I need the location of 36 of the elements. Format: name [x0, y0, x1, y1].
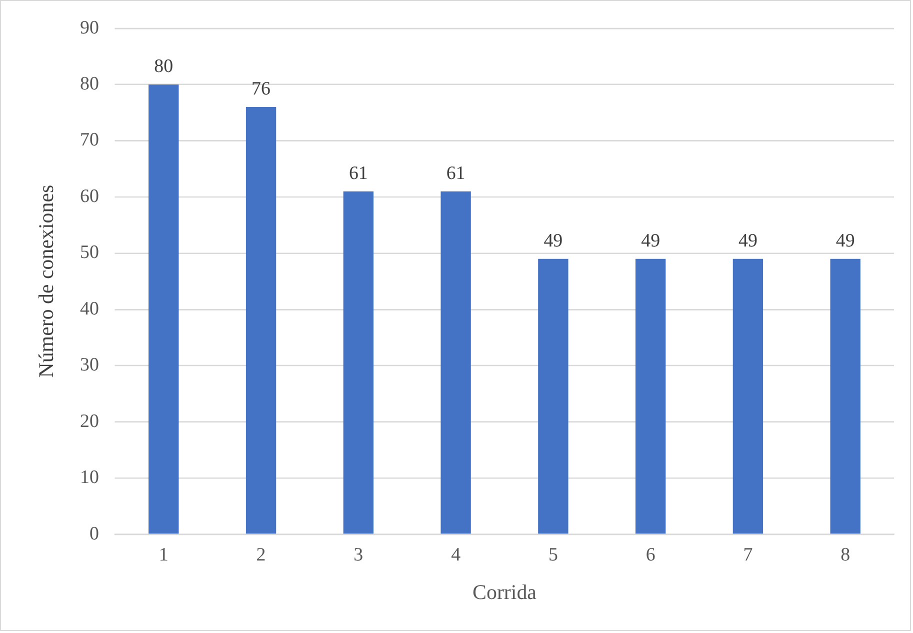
x-tick-label: 1 — [158, 544, 168, 566]
y-tick-label: 40 — [80, 298, 99, 320]
x-tick-label: 3 — [354, 544, 364, 566]
x-tick-label: 7 — [743, 544, 753, 566]
x-tick-label: 4 — [451, 544, 462, 566]
bar — [732, 258, 764, 534]
data-label: 49 — [544, 230, 563, 252]
y-tick-label: 20 — [80, 410, 99, 432]
y-tick-label: 80 — [80, 74, 99, 94]
y-tick-label: 70 — [80, 130, 99, 151]
bar — [343, 191, 374, 534]
y-tick-label: 60 — [80, 186, 99, 207]
y-tick-label: 30 — [80, 354, 99, 376]
bar — [148, 84, 179, 534]
bar — [830, 258, 860, 534]
data-label: 76 — [252, 78, 270, 100]
x-tick-label: 2 — [256, 544, 266, 566]
data-label: 49 — [836, 230, 855, 252]
data-label: 61 — [446, 162, 466, 184]
bar — [246, 107, 276, 534]
y-tick-label: 50 — [80, 242, 99, 264]
y-tick-label: 0 — [90, 523, 99, 544]
data-label: 49 — [738, 230, 758, 252]
bar — [440, 191, 471, 534]
y-tick-label: 10 — [80, 467, 99, 488]
x-tick-label: 5 — [548, 544, 558, 566]
bar — [538, 258, 568, 534]
x-tick-label: 8 — [840, 544, 850, 566]
data-label: 61 — [348, 162, 368, 184]
bar — [635, 258, 666, 534]
data-label: 49 — [641, 230, 660, 252]
x-axis-title: Corrida — [472, 580, 536, 604]
y-axis-title: Número de conexiones — [34, 184, 58, 378]
data-label: 80 — [154, 56, 174, 78]
x-tick-label: 6 — [646, 544, 656, 566]
y-tick-label: 90 — [80, 17, 99, 38]
